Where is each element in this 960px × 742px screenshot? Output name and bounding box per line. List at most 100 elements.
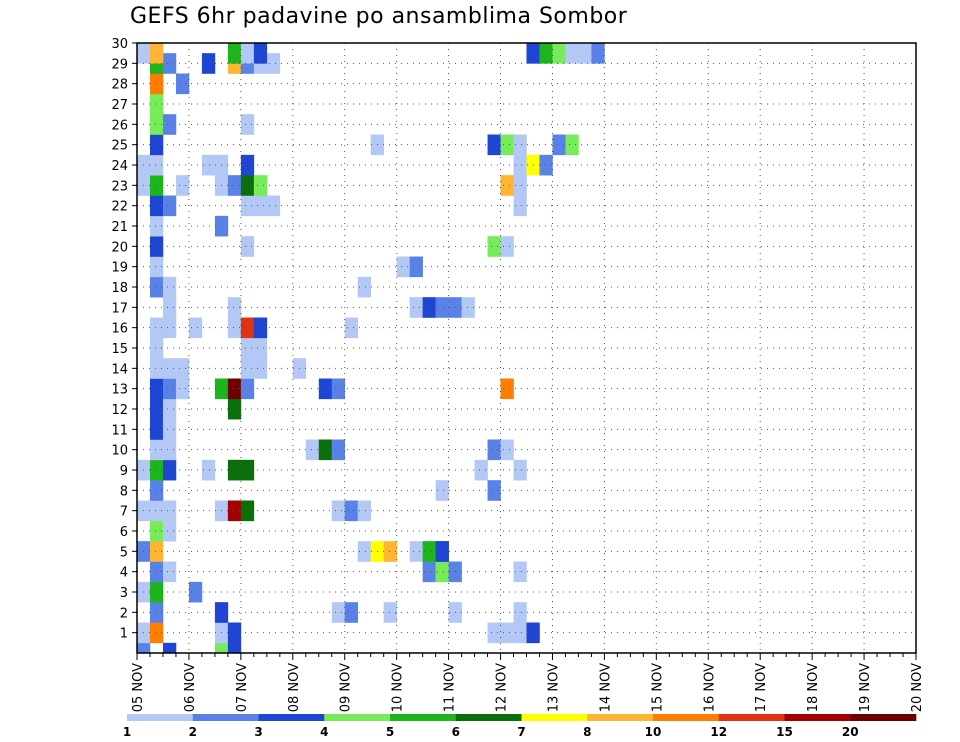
- colorbar-swatch: [718, 714, 785, 721]
- heatmap-cell: [162, 459, 177, 481]
- heatmap-cell: [149, 581, 164, 603]
- heatmap-cell: [500, 175, 514, 196]
- x-tick-label: 09 NOV: [339, 663, 354, 712]
- heatmap-cell: [175, 175, 190, 196]
- heatmap-cell: [188, 581, 203, 603]
- colorbar-swatch: [127, 714, 194, 721]
- heatmap-cell: [422, 561, 436, 583]
- heatmap-cell: [435, 297, 449, 318]
- heatmap-cell: [240, 337, 255, 359]
- heatmap-cell: [344, 317, 359, 339]
- heatmap-cell: [149, 256, 164, 278]
- heatmap-cell: [162, 520, 177, 542]
- heatmap-cell: [253, 175, 268, 196]
- heatmap-cell: [162, 398, 177, 420]
- heatmap-cell: [149, 622, 164, 644]
- y-tick-label: 17: [111, 301, 128, 316]
- heatmap-cell: [266, 195, 281, 217]
- heatmap-cell: [331, 378, 346, 400]
- heatmap-cell: [227, 317, 242, 339]
- heatmap-cell: [513, 602, 527, 623]
- heatmap-cell: [149, 276, 164, 298]
- x-tick-label: 05 NOV: [131, 663, 146, 712]
- heatmap-cell: [435, 561, 449, 583]
- heatmap-cell: [240, 358, 255, 379]
- y-tick-label: 21: [111, 220, 128, 235]
- heatmap-cell: [500, 378, 514, 400]
- heatmap-cell: [344, 500, 359, 522]
- heatmap-cell: [149, 215, 164, 237]
- x-tick-label: 17 NOV: [754, 663, 769, 712]
- heatmap-cell: [162, 195, 177, 217]
- heatmap-cell: [227, 642, 242, 654]
- colorbar-swatch: [455, 714, 522, 721]
- y-tick-label: 14: [111, 362, 128, 377]
- heatmap-cell: [227, 500, 242, 522]
- colorbar-label: 15: [776, 725, 793, 739]
- heatmap-cell: [149, 154, 164, 176]
- colorbar-label: 3: [254, 725, 262, 739]
- heatmap-cell: [227, 398, 242, 420]
- heatmap-cell: [565, 43, 579, 64]
- colorbar-label: 7: [517, 725, 525, 739]
- y-tick-label: 29: [111, 57, 128, 72]
- heatmap-cell: [240, 317, 255, 339]
- heatmap-cell: [266, 53, 281, 74]
- heatmap-cell: [513, 175, 527, 196]
- y-tick-label: 2: [120, 606, 128, 621]
- heatmap-cell: [487, 622, 501, 644]
- heatmap-cell: [162, 358, 177, 379]
- y-tick-label: 4: [120, 566, 128, 581]
- heatmap-cell: [227, 175, 242, 196]
- heatmap-cell: [149, 398, 164, 420]
- heatmap-cell: [240, 500, 255, 522]
- heatmap-cell: [487, 134, 501, 156]
- colorbar-swatch: [587, 714, 654, 721]
- heatmap-cell: [253, 195, 268, 217]
- y-tick-label: 8: [120, 484, 128, 499]
- heatmap-cell: [383, 541, 397, 562]
- heatmap-cell: [513, 154, 527, 176]
- heatmap-cell: [201, 154, 216, 176]
- x-tick-label: 06 NOV: [183, 663, 198, 712]
- heatmap-cell: [240, 43, 255, 64]
- y-tick-label: 16: [111, 322, 128, 337]
- heatmap-cell: [344, 602, 359, 623]
- heatmap-cell: [175, 358, 190, 379]
- x-tick-label: 19 NOV: [858, 663, 873, 712]
- heatmap-cell: [552, 134, 566, 156]
- heatmap-cell: [409, 297, 423, 318]
- colorbar-label: 2: [189, 725, 197, 739]
- x-tick-label: 15 NOV: [650, 663, 665, 712]
- colorbar-swatch: [390, 714, 457, 721]
- y-tick-label: 27: [111, 98, 128, 113]
- heatmap-cell: [253, 337, 268, 359]
- heatmap-cell: [552, 43, 566, 64]
- x-tick-label: 10 NOV: [391, 663, 406, 712]
- x-tick-label: 12 NOV: [495, 663, 510, 712]
- heatmap-cell: [513, 134, 527, 156]
- colorbar-swatch: [850, 714, 917, 721]
- heatmap-cell: [240, 175, 255, 196]
- heatmap-cell: [474, 459, 488, 481]
- y-tick-label: 9: [120, 464, 128, 479]
- x-tick-label: 07 NOV: [235, 663, 250, 712]
- colorbar-swatch: [521, 714, 588, 721]
- heatmap-cell: [214, 642, 229, 654]
- heatmap-cell: [162, 53, 177, 74]
- y-tick-label: 19: [111, 261, 128, 276]
- heatmap-cell: [227, 459, 242, 481]
- heatmap-cell: [149, 317, 164, 339]
- heatmap-cell: [357, 276, 371, 298]
- y-tick-label: 12: [111, 403, 128, 418]
- heatmap-cell: [162, 561, 177, 583]
- x-tick-label: 18 NOV: [806, 663, 821, 712]
- heatmap-cell: [149, 500, 164, 522]
- heatmap-cell: [149, 114, 164, 135]
- heatmap-cell: [422, 541, 436, 562]
- heatmap-cell: [240, 378, 255, 400]
- heatmap-cell: [331, 500, 346, 522]
- y-tick-label: 10: [111, 444, 128, 459]
- y-tick-label: 26: [111, 118, 128, 133]
- heatmap-cell: [487, 236, 501, 257]
